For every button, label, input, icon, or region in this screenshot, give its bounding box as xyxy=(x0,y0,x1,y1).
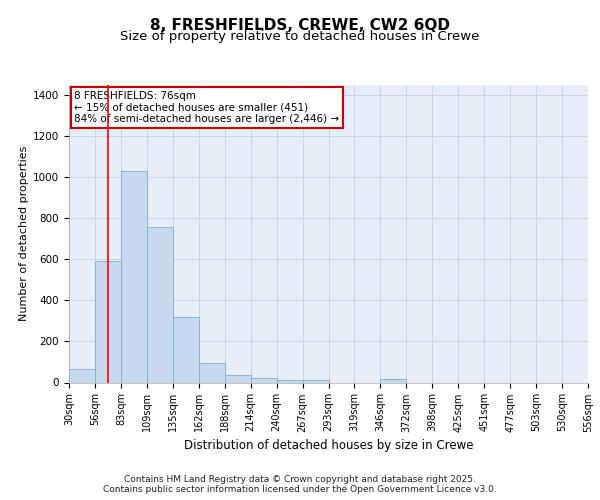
Bar xyxy=(95,262,121,382)
Text: 8, FRESHFIELDS, CREWE, CW2 6QD: 8, FRESHFIELDS, CREWE, CW2 6QD xyxy=(150,18,450,32)
Bar xyxy=(173,317,199,382)
Bar xyxy=(277,380,302,382)
Bar xyxy=(121,171,147,382)
Text: Size of property relative to detached houses in Crewe: Size of property relative to detached ho… xyxy=(121,30,479,43)
Bar xyxy=(147,226,173,382)
Bar xyxy=(69,369,95,382)
Bar xyxy=(380,380,406,382)
Text: Contains HM Land Registry data © Crown copyright and database right 2025.
Contai: Contains HM Land Registry data © Crown c… xyxy=(103,474,497,494)
Y-axis label: Number of detached properties: Number of detached properties xyxy=(19,146,29,322)
X-axis label: Distribution of detached houses by size in Crewe: Distribution of detached houses by size … xyxy=(184,438,473,452)
Text: 8 FRESHFIELDS: 76sqm
← 15% of detached houses are smaller (451)
84% of semi-deta: 8 FRESHFIELDS: 76sqm ← 15% of detached h… xyxy=(74,91,340,124)
Bar xyxy=(199,363,224,382)
Bar xyxy=(251,378,277,382)
Bar xyxy=(302,380,329,382)
Bar xyxy=(225,376,251,382)
